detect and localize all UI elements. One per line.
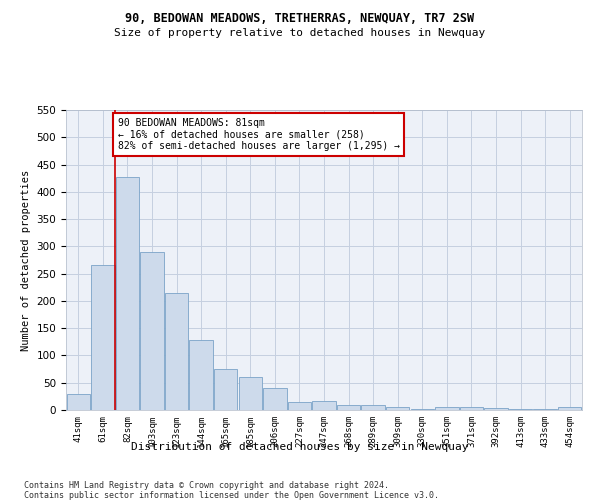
Bar: [91, 266, 115, 410]
Bar: [165, 292, 188, 410]
Bar: [67, 394, 90, 410]
Bar: [460, 408, 483, 410]
Text: 90, BEDOWAN MEADOWS, TRETHERRAS, NEWQUAY, TR7 2SW: 90, BEDOWAN MEADOWS, TRETHERRAS, NEWQUAY…: [125, 12, 475, 26]
Bar: [140, 252, 164, 410]
Bar: [214, 368, 238, 410]
Bar: [435, 408, 458, 410]
Y-axis label: Number of detached properties: Number of detached properties: [21, 170, 31, 350]
Text: Contains HM Land Registry data © Crown copyright and database right 2024.: Contains HM Land Registry data © Crown c…: [24, 481, 389, 490]
Bar: [386, 408, 409, 410]
Bar: [558, 408, 581, 410]
Bar: [509, 409, 532, 410]
Bar: [190, 340, 213, 410]
Bar: [313, 400, 335, 410]
Text: Contains public sector information licensed under the Open Government Licence v3: Contains public sector information licen…: [24, 491, 439, 500]
Bar: [337, 404, 360, 410]
Bar: [533, 409, 557, 410]
Bar: [484, 408, 508, 410]
Text: Size of property relative to detached houses in Newquay: Size of property relative to detached ho…: [115, 28, 485, 38]
Text: Distribution of detached houses by size in Newquay: Distribution of detached houses by size …: [131, 442, 469, 452]
Text: 90 BEDOWAN MEADOWS: 81sqm
← 16% of detached houses are smaller (258)
82% of semi: 90 BEDOWAN MEADOWS: 81sqm ← 16% of detac…: [118, 118, 400, 152]
Bar: [410, 409, 434, 410]
Bar: [239, 376, 262, 410]
Bar: [116, 176, 139, 410]
Bar: [263, 388, 287, 410]
Bar: [361, 404, 385, 410]
Bar: [288, 402, 311, 410]
